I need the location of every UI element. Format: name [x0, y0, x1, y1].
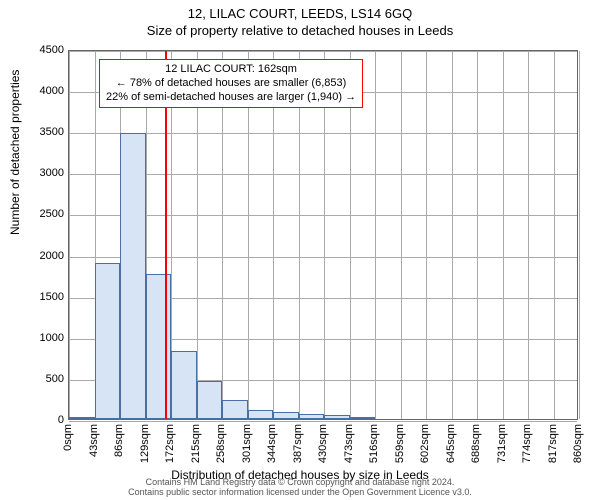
x-tick-label: 43sqm — [88, 424, 100, 457]
x-tick-label: 86sqm — [113, 424, 125, 457]
grid-line — [401, 51, 402, 419]
x-tick-label: 602sqm — [419, 424, 431, 463]
y-tick-label: 3500 — [24, 126, 64, 138]
histogram-bar — [146, 274, 172, 419]
histogram-bar — [273, 412, 299, 419]
y-tick-label: 0 — [24, 414, 64, 426]
grid-line — [528, 51, 529, 419]
annotation-box: 12 LILAC COURT: 162sqm← 78% of detached … — [99, 59, 363, 108]
annotation-line: 22% of semi-detached houses are larger (… — [106, 91, 356, 105]
histogram-bar — [248, 410, 274, 419]
x-tick-label: 559sqm — [394, 424, 406, 463]
x-tick-label: 344sqm — [266, 424, 278, 463]
histogram-bar — [171, 351, 197, 419]
y-tick-label: 4000 — [24, 85, 64, 97]
grid-line — [375, 51, 376, 419]
x-tick-label: 516sqm — [368, 424, 380, 463]
histogram-bar — [350, 417, 376, 419]
x-tick-label: 860sqm — [572, 424, 584, 463]
annotation-line: 12 LILAC COURT: 162sqm — [106, 63, 356, 77]
grid-line — [69, 51, 70, 419]
x-tick-label: 172sqm — [164, 424, 176, 463]
histogram-bar — [197, 381, 223, 419]
x-tick-label: 387sqm — [292, 424, 304, 463]
page-subtitle: Size of property relative to detached ho… — [0, 21, 600, 38]
grid-line — [503, 51, 504, 419]
x-tick-label: 0sqm — [62, 424, 74, 451]
histogram-plot: 12 LILAC COURT: 162sqm← 78% of detached … — [68, 50, 578, 420]
x-tick-label: 473sqm — [343, 424, 355, 463]
y-tick-label: 1000 — [24, 332, 64, 344]
y-tick-label: 4500 — [24, 44, 64, 56]
attribution-footer: Contains HM Land Registry data © Crown c… — [0, 478, 600, 498]
y-axis-label: Number of detached properties — [8, 70, 22, 235]
y-tick-label: 2000 — [24, 250, 64, 262]
histogram-bar — [95, 263, 121, 419]
grid-line — [69, 421, 577, 422]
grid-line — [554, 51, 555, 419]
x-tick-label: 215sqm — [190, 424, 202, 463]
histogram-bar — [222, 400, 248, 419]
grid-line — [477, 51, 478, 419]
y-tick-label: 2500 — [24, 208, 64, 220]
x-tick-label: 688sqm — [470, 424, 482, 463]
annotation-line: ← 78% of detached houses are smaller (6,… — [106, 77, 356, 91]
x-tick-label: 774sqm — [521, 424, 533, 463]
y-tick-label: 1500 — [24, 291, 64, 303]
grid-line — [579, 51, 580, 419]
histogram-bar — [120, 133, 146, 419]
y-tick-label: 3000 — [24, 167, 64, 179]
x-tick-label: 817sqm — [547, 424, 559, 463]
y-tick-label: 500 — [24, 373, 64, 385]
page-title: 12, LILAC COURT, LEEDS, LS14 6GQ — [0, 0, 600, 21]
attribution-line: Contains public sector information licen… — [0, 488, 600, 498]
x-tick-label: 129sqm — [139, 424, 151, 463]
x-tick-label: 731sqm — [496, 424, 508, 463]
histogram-bar — [324, 415, 350, 419]
grid-line — [426, 51, 427, 419]
x-tick-label: 645sqm — [445, 424, 457, 463]
x-tick-label: 258sqm — [215, 424, 227, 463]
x-tick-label: 301sqm — [241, 424, 253, 463]
x-tick-label: 430sqm — [317, 424, 329, 463]
histogram-bar — [69, 417, 95, 419]
grid-line — [452, 51, 453, 419]
histogram-bar — [299, 414, 325, 419]
